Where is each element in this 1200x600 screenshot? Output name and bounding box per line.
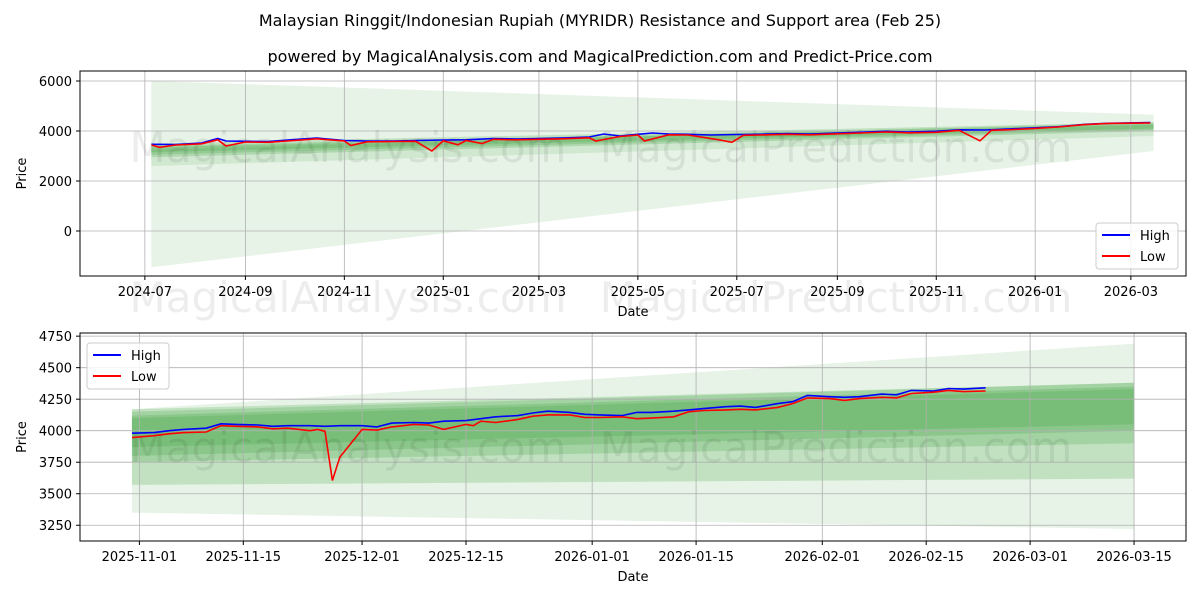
- x-tick-label: 2026-03: [1104, 285, 1158, 300]
- x-axis-label: Date: [617, 570, 648, 585]
- support-resistance-band: [131, 343, 1135, 530]
- watermark: MagicalPrediction.com: [600, 123, 1073, 172]
- x-tick-label: 2025-07: [710, 285, 764, 300]
- x-tick-label: 2026-01-15: [658, 550, 734, 565]
- support-resistance-band: [131, 386, 1135, 456]
- watermark: MagicalAnalysis.com: [130, 123, 567, 172]
- legend-label: High: [1140, 229, 1170, 244]
- x-axis-label: Date: [617, 305, 648, 320]
- axes-frame: [79, 332, 1187, 542]
- chart-subtitle: powered by MagicalAnalysis.com and Magic…: [267, 47, 932, 66]
- axes-frame: [79, 70, 1187, 277]
- x-tick-label: 2025-11-01: [102, 550, 178, 565]
- series-line-low: [151, 122, 1151, 152]
- x-tick-label: 2025-12-01: [324, 550, 400, 565]
- y-axis-label: Price: [15, 158, 30, 190]
- support-resistance-band: [131, 382, 1135, 463]
- x-tick-label: 2025-01: [416, 285, 470, 300]
- x-tick-label: 2026-01-01: [554, 550, 630, 565]
- watermark: MagicalPrediction.com: [600, 423, 1073, 472]
- x-tick-label: 2024-09: [218, 285, 272, 300]
- top-chart: 2024-07 2024-09 2024-11 2025-01 2025-03 2025-…: [15, 70, 1187, 322]
- support-resistance-band: [151, 81, 1154, 268]
- x-tick-label: 2024-07: [118, 285, 172, 300]
- x-tick-label: 2025-12-15: [428, 550, 504, 565]
- series-line-low: [131, 389, 986, 481]
- legend: High Low: [86, 342, 170, 390]
- y-tick-label: 4250: [39, 393, 72, 408]
- support-resistance-band: [131, 382, 1135, 485]
- y-tick-label: 3250: [39, 519, 72, 534]
- x-tick-label: 2025-05: [611, 285, 665, 300]
- x-tick-label: 2026-03-01: [992, 550, 1068, 565]
- y-tick-label: 0: [64, 225, 72, 240]
- watermark: MagicalAnalysis.com: [130, 273, 567, 322]
- x-tick-label: 2026-02-01: [785, 550, 861, 565]
- y-tick-label: 6000: [39, 75, 72, 90]
- chart-title: Malaysian Ringgit/Indonesian Rupiah (MYR…: [259, 11, 941, 30]
- legend: High Low: [1095, 222, 1179, 270]
- x-tick-label: 2025-03: [512, 285, 566, 300]
- x-tick-label: 2025-09: [810, 285, 864, 300]
- watermark: MagicalPrediction.com: [600, 273, 1073, 322]
- legend-label: High: [131, 349, 161, 364]
- y-tick-label: 2000: [39, 175, 72, 190]
- y-tick-label: 4750: [39, 330, 72, 345]
- y-tick-label: 4000: [39, 125, 72, 140]
- y-tick-label: 4500: [39, 362, 72, 377]
- x-tick-label: 2026-03-15: [1096, 550, 1172, 565]
- series-line-high: [131, 387, 986, 434]
- y-tick-label: 4000: [39, 425, 72, 440]
- x-tick-label: 2025-11: [909, 285, 963, 300]
- bottom-chart: 2025-11-01 2025-11-15 2025-12-01 2025-12-15…: [15, 330, 1187, 585]
- x-tick-label: 2025-11-15: [206, 550, 282, 565]
- y-axis-label: Price: [15, 421, 30, 453]
- x-tick-label: 2026-02-15: [888, 550, 964, 565]
- legend-label: Low: [131, 370, 157, 385]
- y-tick-label: 3500: [39, 488, 72, 503]
- legend-label: Low: [1140, 250, 1166, 265]
- x-tick-label: 2024-11: [317, 285, 371, 300]
- x-tick-label: 2026-01: [1008, 285, 1062, 300]
- y-tick-label: 3750: [39, 456, 72, 471]
